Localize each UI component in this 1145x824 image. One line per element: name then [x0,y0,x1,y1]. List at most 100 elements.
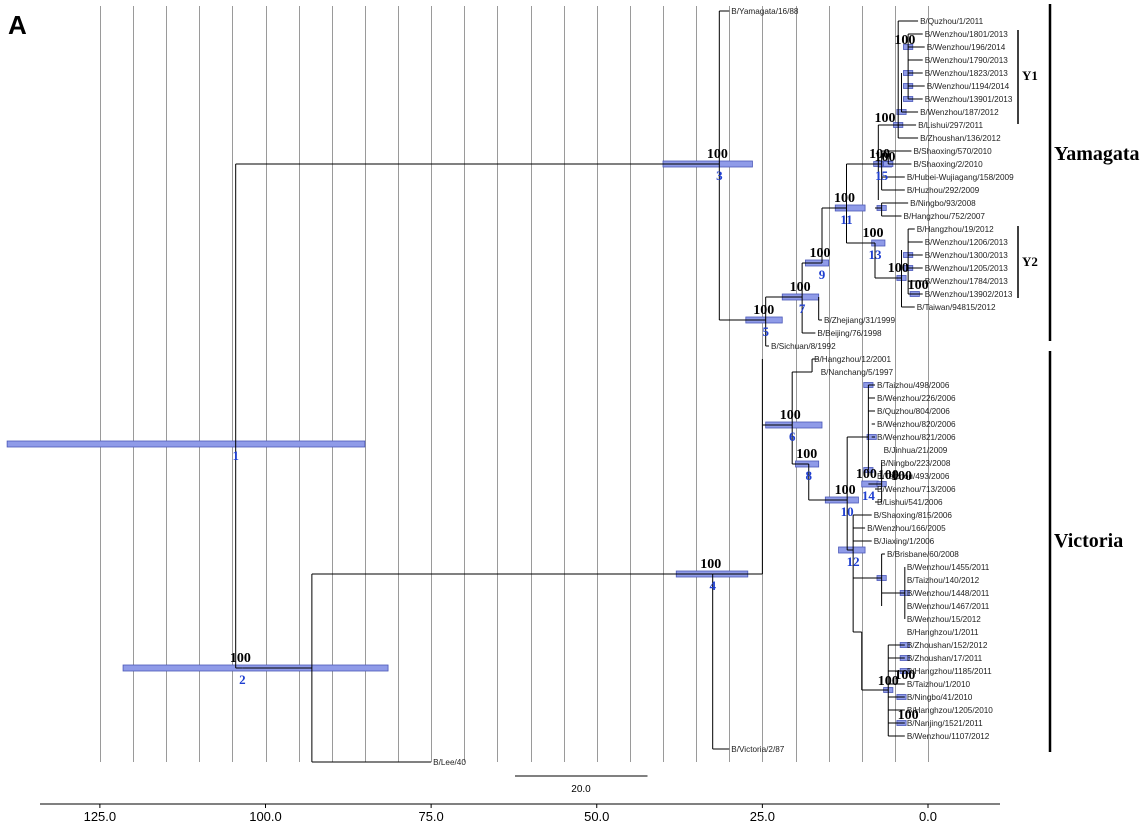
tip-label: B/Wenzhou/13901/2013 [925,95,1013,104]
axis-tick-label: 50.0 [584,809,609,824]
tip-label: B/Hubei-Wujiagang/158/2009 [907,173,1014,182]
tip-label: B/Wenzhou/1300/2013 [925,251,1009,260]
tip-label: B/Wenzhou/1801/2013 [925,30,1009,39]
support-value: 100 [835,483,856,498]
support-value: 100 [796,447,817,462]
node-id-label: 15 [875,168,889,183]
subclade-label-y2: Y2 [1022,254,1038,269]
tip-label: B/Taiwan/94815/2012 [917,303,996,312]
tip-label: B/Sichuan/8/1992 [771,342,836,351]
tip-label: B/Wenzhou/1467/2011 [907,602,990,611]
support-value: 100 [878,468,899,483]
support-value: 100 [878,674,899,689]
support-value: 100 [874,150,895,165]
tip-label: B/Quzhou/804/2006 [877,407,950,416]
tree-branches [235,10,925,763]
node-id-label: 10 [841,504,854,519]
axis-tick-label: 0.0 [919,809,937,824]
tip-label: B/Hanghzou/1/2011 [907,628,979,637]
axis-tick-label: 75.0 [418,809,443,824]
tip-label: B/Shaoxing/2/2010 [913,160,983,169]
support-value: 100 [908,278,929,293]
tip-label: B/Wenzhou/1194/2014 [927,82,1010,91]
tip-label: B/Beijing/76/1998 [817,329,882,338]
support-value: 100 [707,147,728,162]
support-value: 100 [894,33,915,48]
hpd-bars [6,44,920,726]
tip-label: B/Wenzhou/1448/2011 [907,589,990,598]
tip-labels: B/Yamagata/16/88 B/Quzhou/1/2011 B/Wenzhou… [433,7,1014,767]
tip-label: B/Taizhou/140/2012 [907,576,980,585]
tip-label: B/Wenzhou/821/2006 [877,433,956,442]
support-value: 100 [753,303,774,318]
subclade-label-y1: Y1 [1022,68,1038,83]
time-axis: 125.0 100.0 75.0 50.0 25.0 0.0 [40,803,1000,824]
support-value: 100 [790,280,811,295]
support-value: 100 [888,261,909,276]
clade-label-victoria: Victoria [1054,530,1123,552]
tip-label: B/Wenzhou/166/2005 [867,524,946,533]
axis-tick-label: 125.0 [84,809,117,824]
tip-label: B/Zhoushan/152/2012 [907,641,988,650]
tip-label: B/Wenzhou/1206/2013 [925,238,1009,247]
tip-label: B/Hangzhou/1185/2011 [907,667,992,676]
tip-label: B/Wenzhou/226/2006 [877,394,956,403]
node-id-label: 7 [799,301,806,316]
support-value: 100 [898,708,919,723]
tip-label: B/Ningbo/41/2010 [907,693,973,702]
tip-label: B/Wenzhou/187/2012 [920,108,999,117]
node-labels: 1210031004100510061007100810091001010011… [230,33,929,723]
tip-label: B/Victoria/2/87 [731,745,785,754]
node-id-label: 12 [847,554,860,569]
panel-label: A [8,10,27,40]
tip-label: B/Wenzhou/13902/2013 [925,290,1013,299]
tip-label: B/Ningbo/93/2008 [910,199,976,208]
support-value: 100 [894,668,915,683]
tip-label: B/Wenzhou/1455/2011 [907,563,990,572]
hpd-bar [6,440,366,448]
support-value: 100 [700,557,721,572]
tip-label: B/Hangzhou/19/2012 [917,225,994,234]
tip-label: B/Wenzhou/15/2012 [907,615,981,624]
tip-label: B/Shaoxing/570/2010 [913,147,992,156]
support-value: 100 [891,469,912,484]
support-value: 100 [780,408,801,423]
tip-label: B/Jinhua/21/2009 [884,446,948,455]
support-value: 100 [869,147,890,162]
node-id-label: 14 [862,488,876,503]
tip-label: B/Hanghzou/1205/2010 [907,706,993,715]
node-id-label: 2 [239,672,246,687]
support-value: 100 [230,651,251,666]
support-value: 100 [834,191,855,206]
axis-tick-label: 100.0 [249,809,282,824]
node-id-label: 4 [709,578,716,593]
tip-label: B/Zhoushan/136/2012 [920,134,1001,143]
scale-bar-label: 20.0 [571,784,591,795]
tip-label: B/Wenzhou/196/2014 [927,43,1006,52]
tip-label: B/Lee/40 [433,758,466,767]
support-value: 100 [874,111,895,126]
time-gridlines [100,6,929,762]
tip-label: B/Taizhou/1/2010 [907,680,971,689]
node-id-label: 9 [819,267,826,282]
node-id-label: 11 [840,212,852,227]
tip-label: B/Zhoushan/17/2011 [907,654,983,663]
tip-label: B/Lishui/297/2011 [918,121,983,130]
tip-label: B/Wenzhou/820/2006 [877,420,956,429]
node-id-label: 6 [789,429,796,444]
support-value: 100 [856,467,877,482]
tip-label: B/Wenzhou/1107/2012 [907,732,990,741]
tip-label: B/Ningbo/223/2008 [880,459,951,468]
node-id-label: 13 [869,247,883,262]
clade-label-yamagata: Yamagata [1054,143,1140,165]
tip-label: B/Hangzhou/12/2001 [814,355,891,364]
tip-label: B/Wenzhou/1784/2013 [925,277,1009,286]
tip-label: B/Wenzhou/1205/2013 [925,264,1009,273]
node-id-label: 8 [806,468,813,483]
tip-label: B/Wenzhou/1790/2013 [925,56,1009,65]
support-value: 100 [863,226,884,241]
tip-label: B/Hangzhou/752/2007 [904,212,986,221]
tip-label: B/Jiaxing/1/2006 [874,537,935,546]
tip-label: B/Huzhou/292/2009 [907,186,980,195]
